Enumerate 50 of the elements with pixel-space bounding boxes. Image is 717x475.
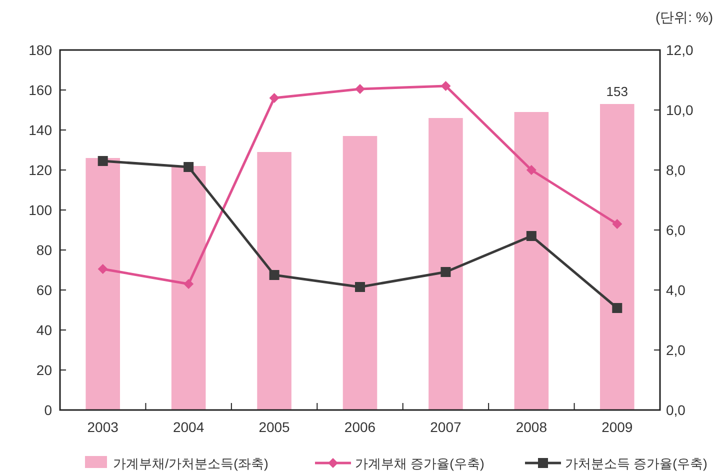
point	[612, 303, 622, 313]
bar	[86, 158, 120, 410]
point	[526, 231, 536, 241]
bar	[257, 152, 292, 410]
y-tick-label: 120	[28, 162, 52, 178]
point	[269, 270, 280, 280]
point	[440, 267, 451, 277]
y-tick-label: 140	[28, 122, 52, 138]
point	[355, 282, 365, 292]
bar	[342, 136, 378, 410]
point	[355, 84, 365, 94]
point	[269, 93, 280, 103]
point	[526, 165, 536, 175]
y-tick-label: 100	[28, 202, 52, 218]
y-tick-label: 60	[36, 282, 52, 298]
x-tick-label: 2005	[258, 419, 290, 435]
legend-label: 가처분소득 증가율(우축)	[565, 456, 708, 471]
y2-tick-label: 8,0	[666, 162, 686, 178]
x-tick-label: 2008	[516, 419, 548, 435]
x-tick-label: 2004	[172, 419, 204, 435]
x-tick-label: 2003	[87, 419, 119, 435]
y2-tick-label: 6,0	[666, 222, 686, 238]
y2-tick-label: 2,0	[666, 342, 686, 358]
point	[184, 279, 194, 289]
y-tick-label: 40	[36, 322, 52, 338]
legend-label: 가계부채/가처분소득(좌축)	[113, 456, 268, 471]
point	[612, 219, 622, 229]
y-tick-label: 0	[44, 402, 52, 418]
point	[440, 81, 451, 91]
x-tick-label: 2009	[602, 419, 633, 435]
point	[98, 156, 108, 166]
x-tick-label: 2006	[344, 419, 376, 435]
y-tick-label: 80	[36, 242, 52, 258]
x-tick-label: 2007	[430, 419, 462, 435]
y-tick-label: 20	[36, 362, 52, 378]
y2-tick-label: 4,0	[666, 282, 686, 298]
y2-tick-label: 12,0	[666, 42, 694, 58]
bar	[428, 118, 463, 410]
text: (단위: %)	[655, 9, 713, 25]
y2-tick-label: 10,0	[666, 102, 694, 118]
bar	[171, 166, 206, 410]
point	[98, 264, 108, 274]
y-tick-label: 180	[28, 42, 52, 58]
point	[184, 162, 194, 172]
data-label: 153	[606, 84, 628, 99]
legend-label: 가계부채 증가율(우축)	[355, 456, 484, 471]
bar	[600, 104, 634, 410]
y-tick-label: 160	[28, 82, 52, 98]
bar	[514, 112, 549, 410]
y2-tick-label: 0,0	[666, 402, 686, 418]
